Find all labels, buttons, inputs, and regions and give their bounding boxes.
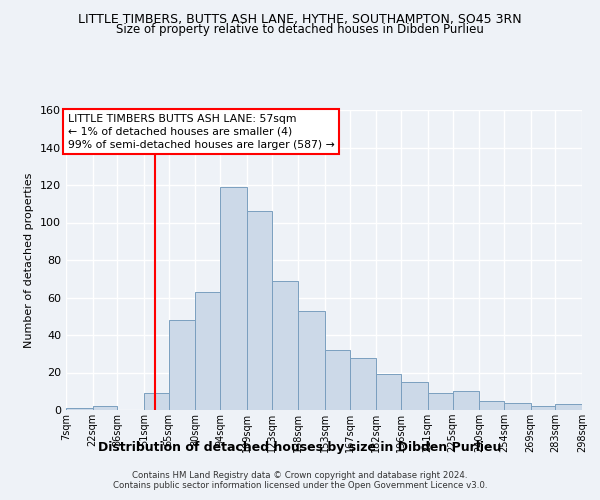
Bar xyxy=(376,374,401,410)
Bar xyxy=(92,406,118,410)
Bar xyxy=(325,350,350,410)
Bar xyxy=(169,320,196,410)
Bar xyxy=(530,406,556,410)
Bar xyxy=(428,393,452,410)
Bar xyxy=(479,400,504,410)
Bar xyxy=(196,292,220,410)
Text: Size of property relative to detached houses in Dibden Purlieu: Size of property relative to detached ho… xyxy=(116,22,484,36)
Bar xyxy=(298,310,325,410)
Bar xyxy=(556,404,582,410)
Bar xyxy=(504,402,530,410)
Bar xyxy=(272,280,298,410)
Text: Contains HM Land Registry data © Crown copyright and database right 2024.: Contains HM Land Registry data © Crown c… xyxy=(132,472,468,480)
Bar xyxy=(144,393,169,410)
Text: Distribution of detached houses by size in Dibden Purlieu: Distribution of detached houses by size … xyxy=(98,441,502,454)
Bar xyxy=(220,187,247,410)
Bar xyxy=(247,211,272,410)
Text: LITTLE TIMBERS BUTTS ASH LANE: 57sqm
← 1% of detached houses are smaller (4)
99%: LITTLE TIMBERS BUTTS ASH LANE: 57sqm ← 1… xyxy=(68,114,335,150)
Y-axis label: Number of detached properties: Number of detached properties xyxy=(25,172,34,348)
Text: Contains public sector information licensed under the Open Government Licence v3: Contains public sector information licen… xyxy=(113,482,487,490)
Bar xyxy=(401,382,428,410)
Bar xyxy=(452,391,479,410)
Text: LITTLE TIMBERS, BUTTS ASH LANE, HYTHE, SOUTHAMPTON, SO45 3RN: LITTLE TIMBERS, BUTTS ASH LANE, HYTHE, S… xyxy=(78,12,522,26)
Bar xyxy=(66,408,92,410)
Bar xyxy=(350,358,376,410)
